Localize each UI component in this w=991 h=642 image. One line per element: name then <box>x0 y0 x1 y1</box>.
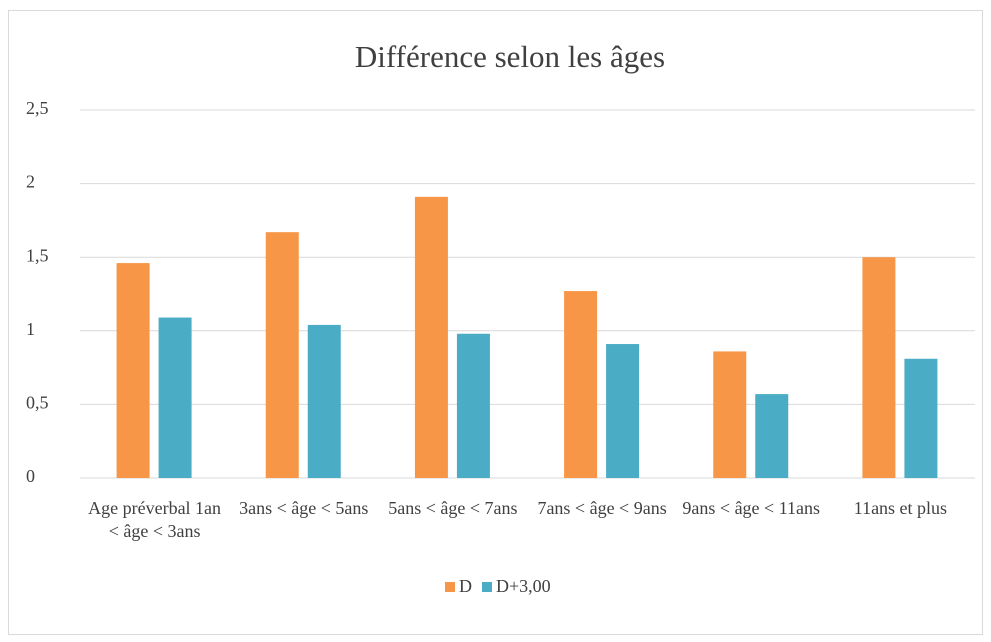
bar <box>755 394 789 478</box>
x-tick-label: Age préverbal 1an < âge < 3ans <box>88 498 222 541</box>
bar <box>116 263 150 478</box>
y-tick-label: 0 <box>26 466 35 486</box>
bar <box>265 232 299 478</box>
bar <box>606 344 640 478</box>
legend-swatch <box>445 582 455 592</box>
y-tick-label: 2,5 <box>26 98 49 118</box>
y-tick-label: 1 <box>26 319 35 339</box>
x-tick-label: 11ans et plus <box>853 498 948 518</box>
x-tick-label: 3ans < âge < 5ans <box>239 498 369 518</box>
bar <box>307 324 341 478</box>
bar <box>414 196 448 478</box>
y-tick-label: 0,5 <box>26 393 49 413</box>
x-tick-label: 5ans < âge < 7ans <box>388 498 518 518</box>
bar <box>904 358 938 478</box>
y-tick-label: 1,5 <box>26 245 49 265</box>
legend-swatch <box>482 582 492 592</box>
x-tick-label: 9ans < âge < 11ans <box>682 498 821 518</box>
bar <box>862 257 896 478</box>
x-tick-label: 7ans < âge < 9ans <box>537 498 667 518</box>
bar <box>713 351 747 478</box>
bar <box>564 291 598 478</box>
chart-title: Différence selon les âges <box>355 39 665 74</box>
legend-label: D <box>459 576 472 596</box>
bar <box>456 333 490 478</box>
legend-label: D+3,00 <box>496 576 551 596</box>
bar <box>158 317 192 478</box>
y-tick-label: 2 <box>26 172 35 192</box>
